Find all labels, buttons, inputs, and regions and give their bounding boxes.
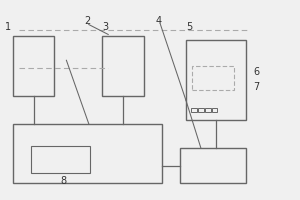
Text: 5: 5 xyxy=(186,22,192,32)
Text: 1: 1 xyxy=(5,22,11,32)
Text: 3: 3 xyxy=(102,22,108,32)
Bar xyxy=(13,36,54,96)
Text: 8: 8 xyxy=(60,176,67,186)
Text: 6: 6 xyxy=(253,67,259,77)
Text: 2: 2 xyxy=(84,16,91,26)
Bar xyxy=(205,108,211,112)
Bar xyxy=(212,108,218,112)
Text: 7: 7 xyxy=(253,82,259,92)
Bar xyxy=(198,108,204,112)
Bar xyxy=(191,108,197,112)
Text: 4: 4 xyxy=(156,16,162,26)
Bar xyxy=(31,146,90,173)
Bar xyxy=(13,124,162,183)
Bar xyxy=(186,40,246,120)
Bar xyxy=(102,36,144,96)
Bar xyxy=(192,66,234,90)
Bar xyxy=(180,148,246,183)
